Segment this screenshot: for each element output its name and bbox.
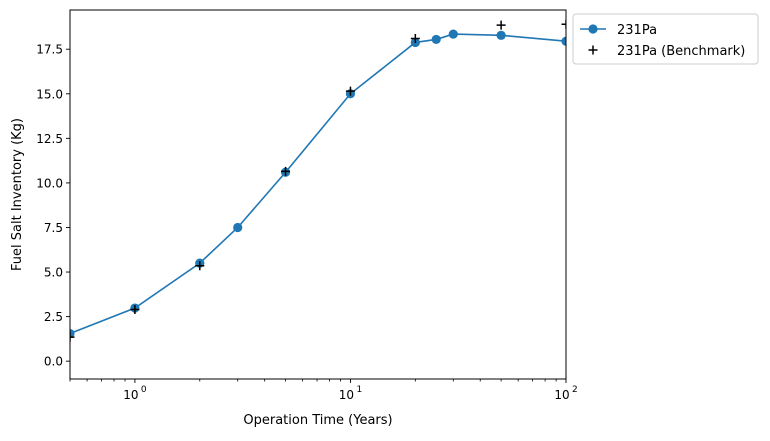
- x-tick-label: 10: [554, 388, 569, 402]
- legend-entry-series-1: 231Pa: [580, 23, 657, 38]
- y-tick-label: 17.5: [36, 43, 63, 57]
- x-axis-label: Operation Time (Years): [243, 413, 392, 428]
- x-tick-label: 10: [123, 388, 138, 402]
- series-231pa-benchmark-point: [496, 20, 506, 30]
- legend: 231Pa 231Pa (Benchmark): [572, 13, 759, 65]
- series-231pa-point: [233, 222, 243, 233]
- series-231pa-benchmark-point: [130, 304, 140, 314]
- x-tick-label-exponent: 0: [141, 385, 147, 395]
- x-axis: 10 0 10 1 10 2: [69, 379, 578, 402]
- series-231pa-point: [496, 30, 506, 40]
- y-tick-label: 5.0: [44, 266, 63, 280]
- legend-label-series-1: 231Pa: [617, 23, 657, 38]
- series-231pa-benchmark-point: [195, 261, 205, 271]
- legend-circle-marker-icon: [588, 24, 598, 34]
- plot-frame: [69, 9, 567, 380]
- series-231pa-point: [70, 328, 75, 339]
- y-tick-label: 2.5: [44, 310, 63, 324]
- y-tick-label: 10.0: [36, 176, 63, 190]
- series-231pa-benchmark-point: [281, 166, 291, 176]
- y-tick-label: 7.5: [44, 221, 63, 235]
- x-tick-label-exponent: 2: [572, 385, 578, 395]
- x-tick-label-exponent: 1: [356, 385, 362, 395]
- legend-frame: [572, 13, 759, 65]
- x-tick-label: 10: [339, 388, 354, 402]
- series-231pa-point: [561, 36, 566, 46]
- y-tick-label: 12.5: [36, 132, 63, 146]
- series-layer: [70, 19, 566, 342]
- series-231pa-benchmark-point: [345, 86, 355, 96]
- series-231pa-benchmark-point: [561, 19, 566, 29]
- legend-label-series-2: 231Pa (Benchmark): [617, 44, 745, 59]
- series-231pa-benchmark-point: [70, 332, 75, 342]
- y-tick-label: 0.0: [44, 355, 63, 369]
- series-231pa-point: [448, 29, 458, 39]
- legend-entry-series-2: 231Pa (Benchmark): [588, 44, 745, 59]
- series-231pa-line: [70, 33, 566, 335]
- series-231pa-benchmark-point: [410, 34, 420, 44]
- y-tick-label: 15.0: [36, 87, 63, 101]
- y-axis-label: Fuel Salt Inventory (Kg): [10, 118, 25, 271]
- y-axis: 0.0 2.5 5.0 7.5 10.0 12.5 15.0 17.5: [36, 43, 70, 369]
- series-231pa-point: [431, 34, 441, 45]
